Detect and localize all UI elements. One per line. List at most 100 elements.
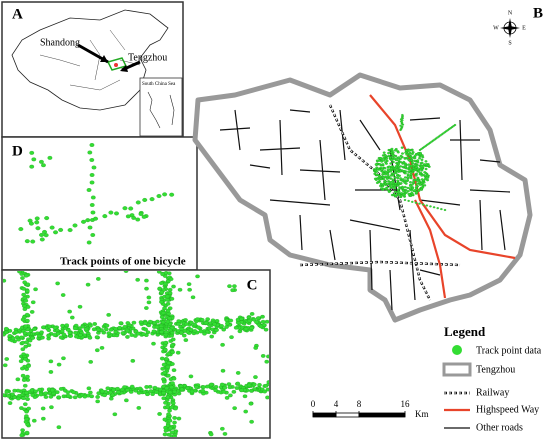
track-point — [20, 428, 25, 433]
track-point — [169, 192, 175, 197]
panel-a-part — [120, 65, 128, 72]
track-point — [22, 331, 28, 336]
track-point — [18, 227, 24, 232]
track-point — [87, 150, 93, 155]
track-point — [202, 331, 207, 336]
track-point — [172, 389, 177, 394]
track-point — [398, 169, 402, 173]
track-point — [135, 277, 140, 282]
track-point — [48, 394, 54, 399]
track-point — [246, 383, 252, 388]
track-point — [171, 337, 176, 342]
track-point — [176, 322, 181, 326]
roads — [219, 94, 516, 311]
track-point — [189, 389, 195, 394]
track-point — [50, 388, 55, 393]
track-point — [122, 324, 128, 329]
track-point — [165, 308, 171, 313]
track-point — [167, 390, 173, 395]
track-point — [137, 386, 143, 391]
track-point — [12, 388, 17, 393]
track-point — [18, 359, 24, 364]
track-point — [418, 202, 421, 205]
legend-label: Railway — [476, 387, 509, 398]
track-point — [383, 167, 387, 170]
track-point — [225, 321, 230, 326]
track-point — [419, 187, 423, 191]
track-point — [402, 193, 406, 196]
track-point — [112, 412, 118, 417]
scale-label: 16 — [401, 399, 411, 409]
track-point — [52, 333, 57, 337]
track-point — [55, 281, 60, 286]
track-point — [160, 272, 165, 277]
track-point — [165, 395, 171, 400]
track-point — [178, 330, 184, 335]
compass-w: W — [493, 25, 499, 31]
track-point — [105, 386, 111, 391]
track-point — [144, 306, 149, 310]
track-point — [249, 419, 254, 424]
track-point — [82, 394, 88, 399]
track-point — [378, 175, 382, 178]
track-point — [117, 326, 122, 330]
track-point — [413, 189, 417, 192]
track-point — [138, 212, 144, 216]
track-point — [22, 383, 28, 388]
place-label: Shandong — [40, 37, 80, 48]
track-point — [67, 309, 72, 314]
track-point — [20, 366, 25, 371]
track-point — [10, 392, 15, 397]
scale-segment — [358, 412, 406, 418]
track-point — [160, 366, 165, 371]
track-point — [401, 189, 405, 192]
track-point — [136, 406, 142, 410]
track-point — [91, 165, 97, 170]
track-point — [213, 385, 219, 389]
track-point — [34, 220, 40, 225]
track-point — [254, 320, 259, 324]
track-point — [154, 390, 159, 394]
roads-part — [219, 109, 511, 311]
track-point — [178, 384, 184, 388]
track-point — [403, 163, 407, 167]
track-point — [425, 204, 429, 207]
track-point — [167, 291, 173, 295]
track-point — [23, 402, 28, 407]
track-point — [165, 319, 171, 324]
track-point — [31, 157, 37, 162]
panel-b: B N S E W — [192, 5, 543, 323]
track-point — [387, 151, 391, 155]
track-point — [375, 170, 379, 173]
track-point — [403, 198, 407, 202]
track-point — [162, 192, 168, 197]
track-point — [196, 325, 201, 330]
track-point — [124, 398, 129, 403]
track-point — [20, 317, 26, 322]
track-point — [393, 176, 397, 179]
legend-label: Other roads — [476, 422, 523, 433]
track-point — [123, 271, 129, 273]
legend-symbol — [452, 345, 462, 355]
track-point — [36, 333, 42, 338]
track-point — [407, 163, 411, 166]
track-point — [399, 177, 403, 180]
track-point — [235, 381, 241, 386]
track-point — [220, 342, 225, 347]
track-point — [403, 185, 407, 189]
track-point — [159, 300, 164, 304]
track-point — [162, 417, 168, 422]
legend: Legend Track point data Tengzhou Railway… — [442, 324, 542, 433]
track-point — [201, 385, 206, 389]
track-point — [390, 158, 393, 162]
track-point — [392, 178, 395, 181]
track-point — [108, 327, 114, 332]
track-point — [44, 216, 50, 221]
legend-title: Legend — [444, 324, 486, 339]
track-point — [243, 409, 248, 414]
roads-part — [299, 261, 461, 266]
track-point — [406, 156, 410, 159]
track-point — [61, 356, 66, 361]
track-point — [389, 162, 393, 165]
track-point — [187, 287, 192, 292]
